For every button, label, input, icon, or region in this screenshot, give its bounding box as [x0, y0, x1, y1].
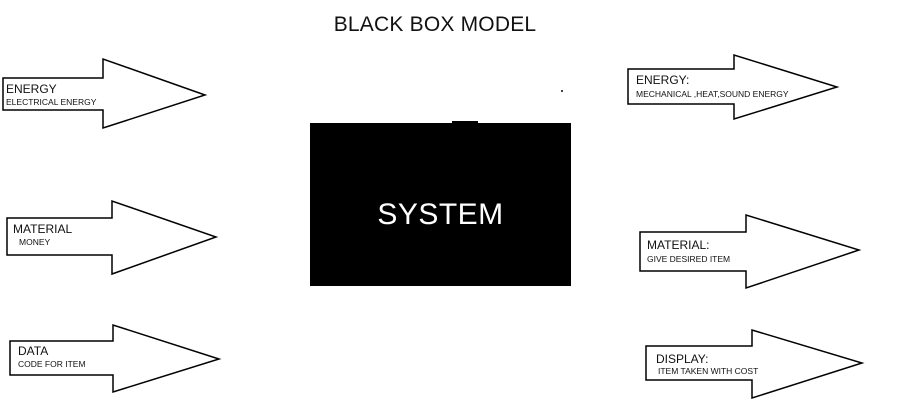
input-data-name: DATA — [18, 344, 49, 358]
output-material-desc: GIVE DESIRED ITEM — [647, 254, 731, 264]
input-arrow-material: MATERIAL MONEY — [6, 199, 227, 279]
output-energy-desc: MECHANICAL ,HEAT,SOUND ENERGY — [636, 89, 789, 99]
system-box: SYSTEM — [310, 123, 571, 286]
system-label: SYSTEM — [377, 198, 504, 231]
output-energy-name: ENERGY: — [636, 73, 690, 87]
input-energy-name: ENERGY — [6, 82, 57, 96]
output-arrow-display-shape — [645, 328, 865, 400]
output-arrow-material: MATERIAL: GIVE DESIRED ITEM — [639, 213, 862, 293]
stray-dot — [561, 90, 563, 92]
input-energy-desc: ELECTRICAL ENERGY — [6, 97, 97, 107]
output-arrow-energy-shape — [627, 53, 840, 121]
input-data-desc: CODE FOR ITEM — [18, 359, 86, 369]
output-arrow-display: DISPLAY: ITEM TAKEN WITH COST — [645, 328, 866, 408]
input-arrow-energy: ENERGY ELECTRICAL ENERGY — [2, 57, 223, 137]
input-arrow-data-shape — [9, 323, 222, 394]
diagram-title: BLACK BOX MODEL — [333, 13, 537, 36]
output-display-name: DISPLAY: — [656, 352, 709, 366]
output-material-name: MATERIAL: — [647, 238, 710, 252]
input-arrow-data: DATA CODE FOR ITEM — [9, 323, 230, 403]
system-box-notch — [452, 121, 478, 124]
input-material-desc: MONEY — [19, 237, 51, 247]
output-arrow-energy: ENERGY: MECHANICAL ,HEAT,SOUND ENERGY — [627, 53, 848, 133]
output-display-desc: ITEM TAKEN WITH COST — [658, 366, 759, 376]
input-arrow-material-shape — [6, 199, 219, 276]
output-arrow-material-shape — [639, 213, 862, 290]
input-arrow-energy-shape — [2, 57, 208, 130]
input-material-name: MATERIAL — [13, 222, 73, 236]
